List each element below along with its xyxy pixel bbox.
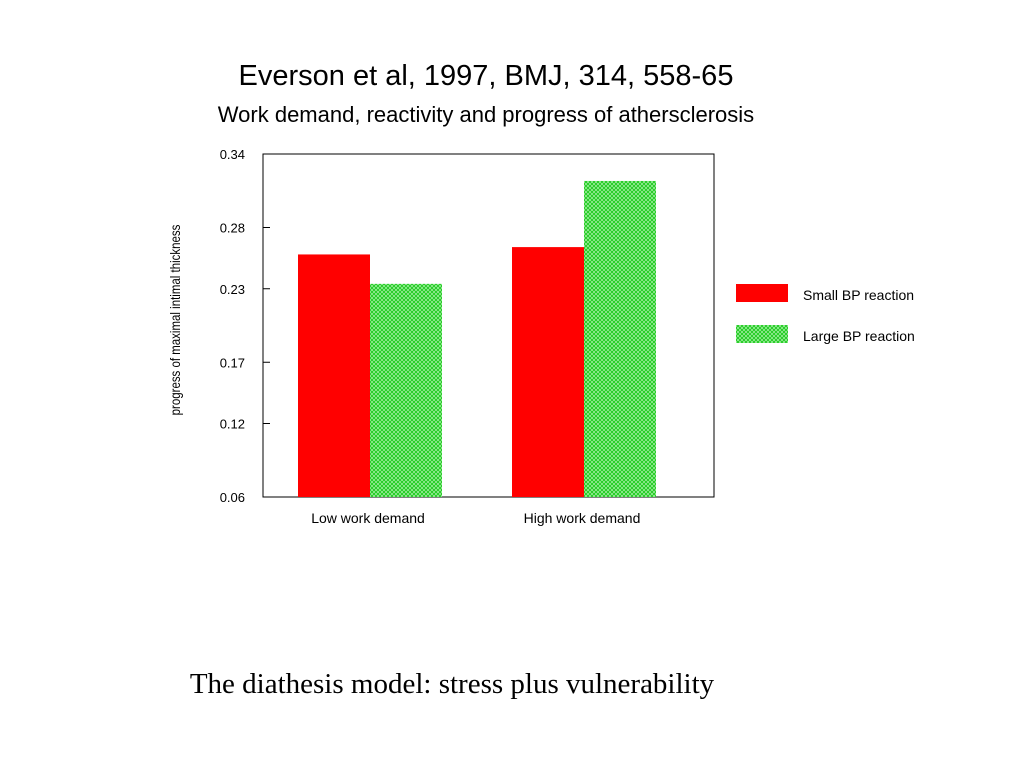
bar-large-bp-high-demand (584, 180, 656, 497)
y-tick-label: 0.34 (220, 147, 245, 162)
legend: Small BP reaction Large BP reaction (736, 284, 915, 344)
bars (298, 180, 656, 497)
y-axis-ticks: 0.06 0.12 0.17 0.23 0.28 0.34 (220, 147, 270, 505)
legend-label: Small BP reaction (803, 287, 914, 303)
x-category-label: Low work demand (311, 510, 425, 526)
chart-title: Everson et al, 1997, BMJ, 314, 558-65 (238, 60, 734, 92)
y-axis-label: progress of maximal intimal thickness (167, 225, 183, 416)
y-tick-label: 0.12 (220, 417, 245, 432)
y-tick-label: 0.06 (220, 490, 245, 505)
y-tick-label: 0.23 (220, 282, 245, 297)
x-axis-labels: Low work demand High work demand (311, 510, 640, 526)
x-category-label: High work demand (524, 510, 641, 526)
chart-subtitle: Work demand, reactivity and progress of … (217, 102, 755, 127)
bar-small-bp-high-demand (512, 247, 584, 497)
legend-label: Large BP reaction (803, 328, 915, 344)
y-tick-label: 0.17 (220, 355, 245, 370)
plot-area-frame (262, 153, 715, 498)
y-tick-label: 0.28 (220, 221, 245, 236)
slide-caption: The diathesis model: stress plus vulnera… (189, 668, 715, 700)
legend-swatch (736, 325, 788, 343)
bar-small-bp-low-demand (298, 254, 370, 497)
legend-swatch (736, 284, 788, 302)
bar-large-bp-low-demand (370, 283, 442, 497)
